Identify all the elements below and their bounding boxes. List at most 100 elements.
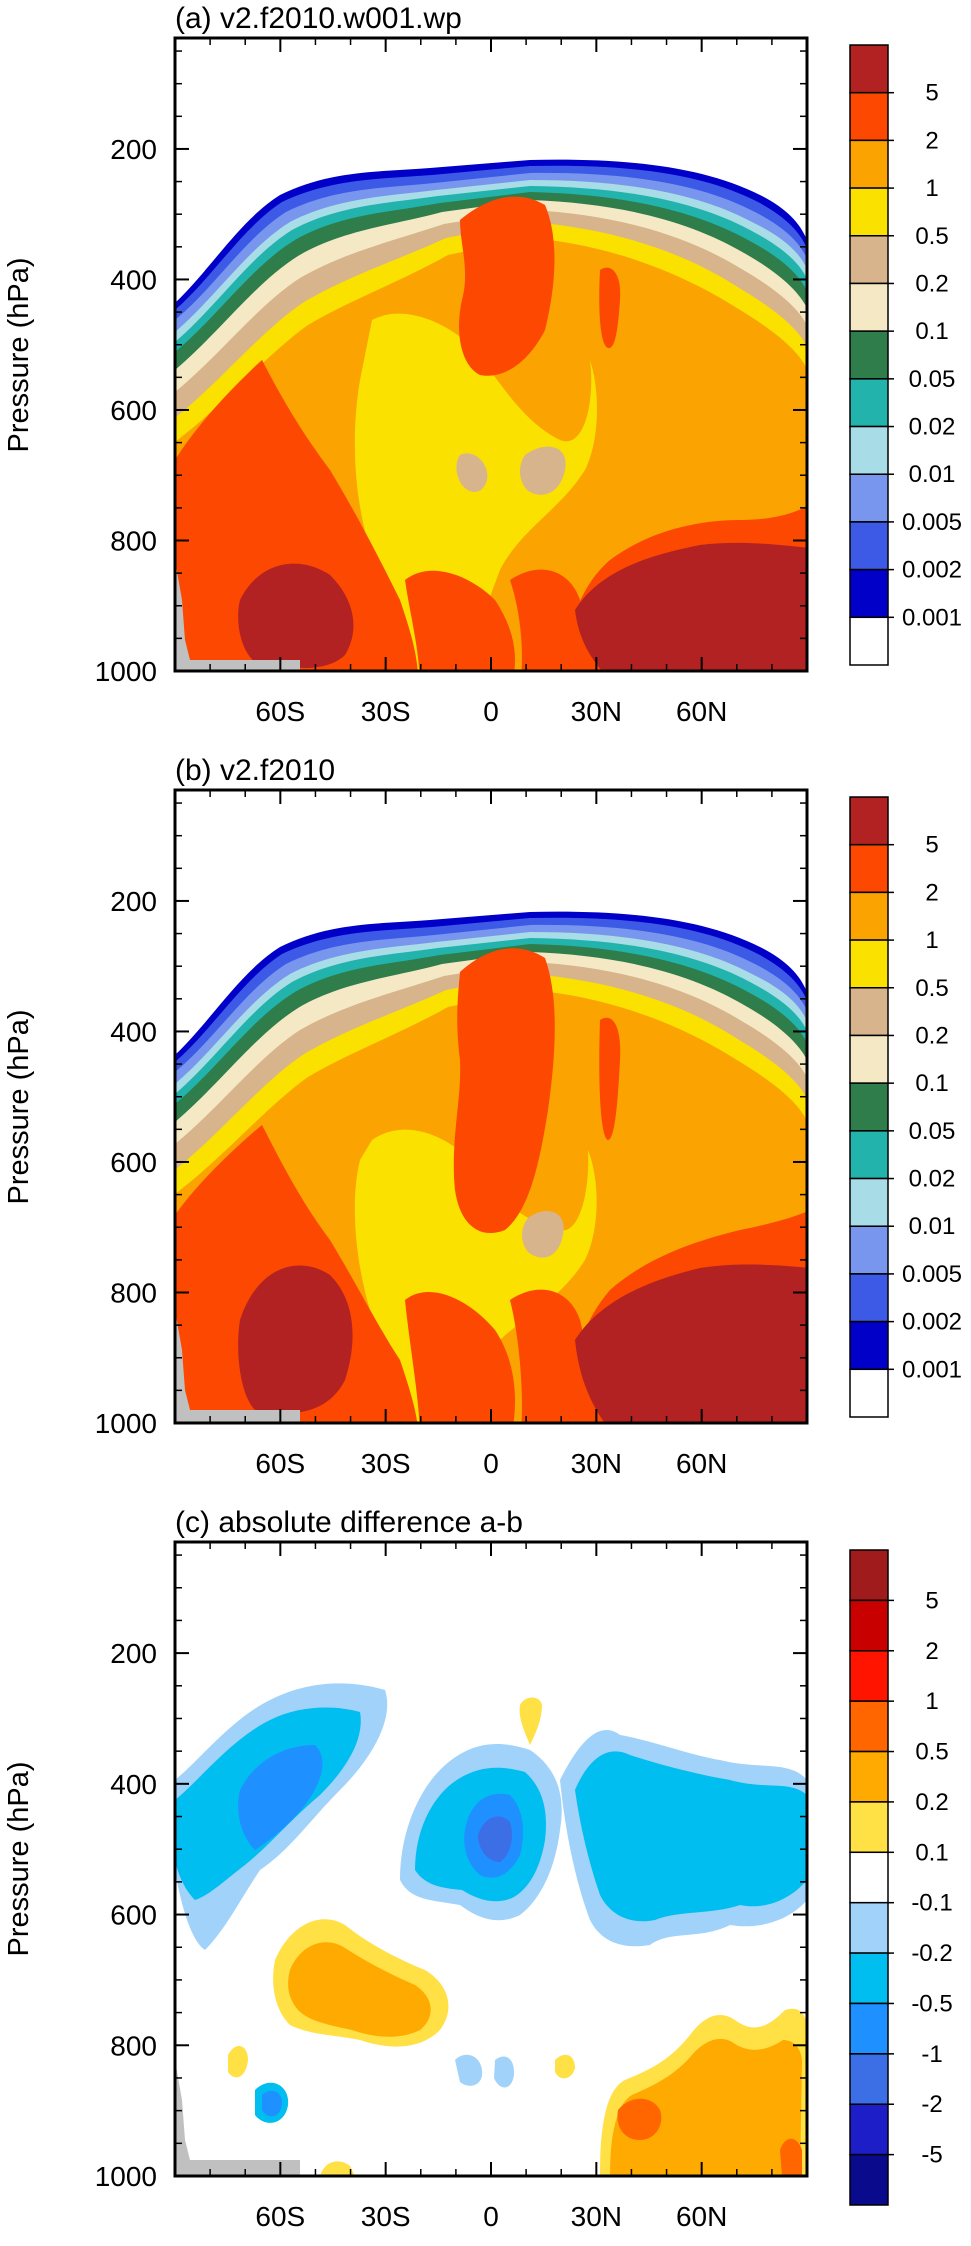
y-tick-label: 1000	[95, 656, 157, 687]
x-tick-label: 60N	[676, 1448, 727, 1479]
colorbar-label: 0.001	[902, 604, 962, 631]
colorbar-label: -5	[921, 2142, 942, 2169]
colorbar-label: -1	[921, 2041, 942, 2068]
y-tick-label: 800	[110, 525, 157, 556]
panel-c-contours	[175, 1542, 807, 2176]
colorbar-label: 0.05	[909, 1118, 956, 1145]
colorbar-box	[849, 1177, 889, 1227]
colorbar-box	[849, 1851, 889, 1904]
y-tick-label: 400	[110, 1016, 157, 1047]
colorbar-label: 1	[925, 927, 938, 954]
colorbar-box	[849, 1650, 889, 1702]
x-tick-label: 30N	[571, 1448, 622, 1479]
colorbar-box	[849, 139, 889, 189]
contour-band-1-bottom	[420, 672, 530, 690]
colorbar-label: 0.005	[902, 1261, 962, 1288]
x-tick-label: 0	[483, 696, 499, 727]
colorbar-label: 0.5	[915, 1739, 948, 1766]
colorbar-box	[849, 1225, 889, 1275]
contour-band-2-thin	[599, 1017, 621, 1140]
y-tick-label: 600	[110, 1147, 157, 1178]
colorbar-box	[849, 330, 889, 380]
colorbar-label: 0.005	[902, 509, 962, 536]
x-tick-label: 60N	[676, 2201, 727, 2232]
colorbar-box	[849, 1368, 889, 1418]
y-tick-label: 400	[110, 264, 157, 295]
colorbar-box	[849, 1273, 889, 1323]
panel-a-axes: 60S 30S 0 30N 60N 200 400 600 800 1000	[95, 38, 807, 727]
colorbar-label: -0.5	[911, 1990, 952, 2017]
colorbar-box	[849, 1801, 889, 1854]
contour-band-0.1-bottom	[320, 2161, 355, 2176]
panel-b-axes: 60S 30S 0 30N 60N 200 400 600 800 1000	[95, 790, 807, 1479]
y-tick-label: 200	[110, 134, 157, 165]
panel-b-contours	[175, 911, 807, 1423]
colorbar-label: -2	[921, 2091, 942, 2118]
contour-band-neg0.5-small	[262, 2090, 283, 2117]
colorbar-box	[849, 521, 889, 571]
contour-band-2-left	[175, 360, 418, 671]
colorbar-box	[849, 1320, 889, 1371]
panel-c-colorbar: 5 2 1 0.5 0.2 0.1 -0.1 -0.2 -0.5 -1 -2 -5	[849, 1549, 953, 2206]
colorbar-label: 5	[925, 832, 938, 859]
panel-a: (a) v2.f2010.w001.wp	[3, 2, 962, 727]
contour-band-2-middle	[453, 948, 555, 1234]
colorbar-label: 5	[925, 80, 938, 107]
contour-band-0.1-small3	[555, 2054, 575, 2079]
colorbar-box	[849, 2153, 889, 2206]
x-tick-label: 60S	[255, 2201, 305, 2232]
panel-a-colorbar: 5 2 1 0.5 0.2 0.1 0.05 0.02 0.01 0.005 0.002 0.001	[849, 44, 962, 666]
colorbar-box	[849, 1750, 889, 1803]
colorbar-box	[849, 425, 889, 475]
panel-b: (b) v2.f2010 Pressure (hPa)	[3, 754, 962, 1479]
contour-band-5-right	[575, 542, 807, 671]
colorbar-box	[849, 891, 889, 941]
panel-c-ylabel: Pressure (hPa)	[3, 1761, 35, 1956]
contour-band-0.2-right	[610, 2038, 802, 2176]
y-tick-label: 200	[110, 1638, 157, 1669]
contour-band-2-lower-middle	[405, 570, 515, 671]
contour-band-0.5-right2	[780, 2138, 802, 2176]
colorbar-label: 1	[925, 175, 938, 202]
colorbar-label: 0.2	[915, 1022, 948, 1049]
y-tick-label: 800	[110, 1277, 157, 1308]
contour-band-5-right	[575, 1264, 807, 1423]
contour-band-neg0.5-left	[238, 1745, 323, 1850]
topography-mask	[175, 1310, 300, 1423]
colorbar-box	[849, 2002, 889, 2055]
y-tick-label: 600	[110, 1900, 157, 1931]
topography-mask	[175, 560, 300, 671]
panel-c-axes: 60S 30S 0 30N 60N 200 400 600 800 1000	[95, 1542, 807, 2232]
x-tick-label: 60S	[255, 1448, 305, 1479]
contour-band-2-lower-right	[510, 569, 590, 671]
contour-band-0.2-pocket2	[519, 446, 566, 495]
colorbar-box	[849, 91, 889, 142]
colorbar-box	[849, 1599, 889, 1652]
x-tick-label: 60N	[676, 696, 727, 727]
colorbar-label: 0.01	[909, 1213, 956, 1240]
colorbar-label: 0.2	[915, 270, 948, 297]
colorbar-label: 0.002	[902, 1309, 962, 1336]
y-tick-label: 800	[110, 2030, 157, 2061]
colorbar-label: -0.2	[911, 1940, 952, 1967]
contour-band-0.5-right1	[617, 2098, 662, 2140]
x-tick-label: 30N	[571, 696, 622, 727]
colorbar-box	[849, 473, 889, 523]
contour-band-neg1-middle	[478, 1816, 512, 1862]
y-tick-label: 1000	[95, 1408, 157, 1439]
colorbar-box	[849, 616, 889, 666]
colorbar-label: 2	[925, 879, 938, 906]
panel-b-title: (b) v2.f2010	[175, 754, 335, 787]
panel-b-ylabel: Pressure (hPa)	[3, 1009, 35, 1204]
colorbar-label: 0.5	[915, 223, 948, 250]
contour-band-neg0.1-small1	[455, 2054, 483, 2086]
colorbar-label: 0.02	[909, 414, 956, 441]
colorbar-box	[849, 1082, 889, 1132]
colorbar-box	[849, 796, 889, 846]
panel-a-contours	[175, 159, 807, 690]
contour-band-neg0.2-right	[575, 1751, 807, 1922]
panel-a-ylabel: Pressure (hPa)	[3, 257, 35, 452]
contour-band-2-lower-middle	[405, 1291, 515, 1423]
panel-a-title: (a) v2.f2010.w001.wp	[175, 2, 462, 35]
